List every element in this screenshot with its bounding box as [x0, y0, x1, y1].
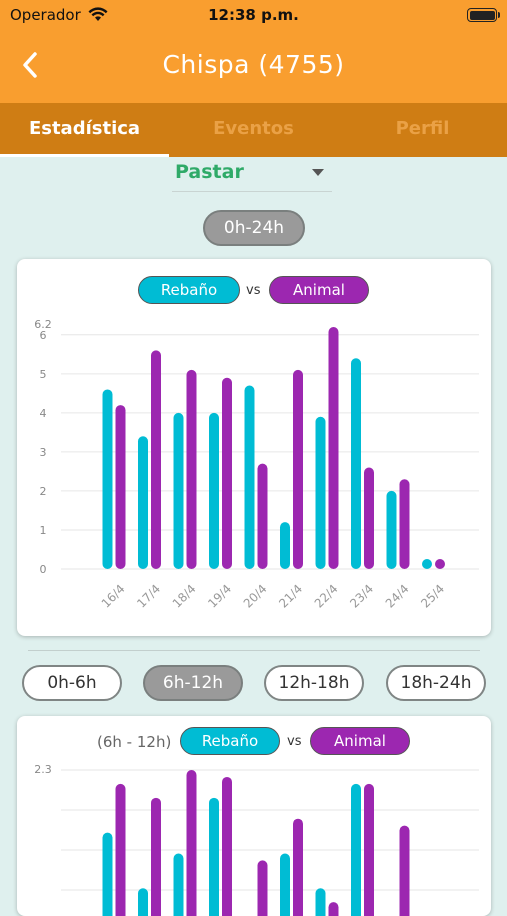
x-tick-label: 16/4 [99, 582, 128, 611]
y-tick-label: 0 [40, 563, 47, 576]
chart-card-daily: Rebaño vs Animal 0 1 2 3 4 5 6 6.2 16/4 17/4 18/4 1… [17, 259, 491, 636]
interval-bar-chart: 2.3 [34, 763, 479, 916]
back-button[interactable] [16, 50, 46, 80]
x-tick-label: 20/4 [241, 582, 270, 611]
legend-animal-2: Animal [310, 727, 410, 755]
bar-herd [173, 853, 184, 916]
x-tick-label: 23/4 [347, 582, 376, 611]
bar-herd [244, 385, 255, 569]
y-max-label: 2.3 [34, 763, 52, 776]
legend-vs: vs [246, 283, 261, 298]
bar-herd [102, 389, 113, 569]
bar-herd [351, 358, 361, 569]
y-tick-label: 5 [40, 368, 47, 381]
app-header: Operador 12:38 p.m. Chispa (4755) [0, 0, 507, 103]
legend-herd-2: Rebaño [180, 727, 280, 755]
bar-herd [138, 436, 148, 569]
bar-animal [293, 818, 303, 916]
clock: 12:38 p.m. [208, 6, 299, 24]
bar-animal [222, 377, 232, 569]
activity-dropdown[interactable]: Pastar [172, 158, 332, 192]
bar-animal [364, 467, 374, 569]
range-pill-0h-24h[interactable]: 0h-24h [203, 210, 305, 246]
bar-herd [102, 832, 113, 916]
x-tick-label: 25/4 [418, 582, 447, 611]
bar-animal [151, 797, 161, 916]
y-tick-label: 4 [40, 407, 47, 420]
tab-bar: Estadística Eventos Perfil [0, 103, 507, 157]
bar-animal [257, 860, 268, 916]
bar-animal [115, 783, 126, 916]
x-tick-label: 22/4 [312, 582, 341, 611]
bar-animal [328, 902, 339, 916]
bar-animal [186, 369, 197, 569]
time-pill-18h-24h[interactable]: 18h-24h [386, 665, 486, 701]
activity-dropdown-value: Pastar [175, 161, 244, 183]
bar-herd [138, 888, 148, 916]
wifi-icon [88, 7, 108, 27]
y-tick-label: 2 [40, 485, 47, 498]
page-title: Chispa (4755) [162, 50, 345, 79]
y-max-label: 6.2 [34, 318, 52, 331]
bar-herd [280, 853, 290, 916]
bar-herd [280, 522, 290, 569]
time-pill-12h-18h[interactable]: 12h-18h [264, 665, 364, 701]
bar-animal [399, 479, 410, 569]
bar-herd [209, 797, 219, 916]
bar-herd [315, 888, 326, 916]
bar-animal [222, 776, 232, 916]
bar-herd [422, 559, 432, 569]
bar-herd [386, 490, 397, 569]
bar-animal [328, 327, 339, 569]
bar-animal [151, 350, 161, 569]
bar-animal [435, 559, 445, 569]
tab-eventos[interactable]: Eventos [213, 118, 294, 139]
bar-animal [115, 405, 126, 569]
x-tick-label: 24/4 [383, 582, 412, 611]
x-tick-label: 19/4 [205, 582, 234, 611]
bar-animal [364, 783, 374, 916]
divider [28, 650, 480, 651]
bar-animal [399, 825, 410, 916]
chart-card-interval: (6h - 12h) Rebaño vs Animal 2.3 [17, 716, 491, 916]
bar-herd [209, 412, 219, 569]
y-tick-label: 1 [40, 524, 47, 537]
chevron-left-icon [23, 52, 37, 78]
battery-icon [467, 8, 500, 22]
daily-bar-chart: 0 1 2 3 4 5 66.2 16/4 17/4 18/4 19/4 20/4 21/4 22/4 23… [34, 318, 479, 611]
status-bar: Operador 12:38 p.m. [0, 0, 507, 32]
tab-estadistica[interactable]: Estadística [0, 103, 169, 157]
bar-animal [186, 770, 197, 916]
y-tick-label: 6 [40, 329, 47, 342]
bar-herd [351, 783, 361, 916]
time-pill-0h-6h[interactable]: 0h-6h [22, 665, 122, 701]
caret-down-icon [312, 169, 324, 176]
legend-herd: Rebaño [138, 276, 240, 304]
x-tick-label: 17/4 [134, 582, 163, 611]
bar-herd [315, 416, 326, 569]
tab-perfil[interactable]: Perfil [395, 118, 450, 139]
y-tick-label: 3 [40, 446, 47, 459]
carrier-label: Operador [10, 6, 81, 24]
legend-animal: Animal [269, 276, 369, 304]
chart2-subtitle: (6h - 12h) [97, 733, 172, 751]
bar-animal [257, 463, 268, 569]
time-pill-6h-12h[interactable]: 6h-12h [143, 665, 243, 701]
bar-animal [293, 369, 303, 569]
bar-herd [173, 412, 184, 569]
x-tick-label: 18/4 [170, 582, 199, 611]
legend-vs-2: vs [287, 734, 302, 749]
x-tick-label: 21/4 [276, 582, 305, 611]
